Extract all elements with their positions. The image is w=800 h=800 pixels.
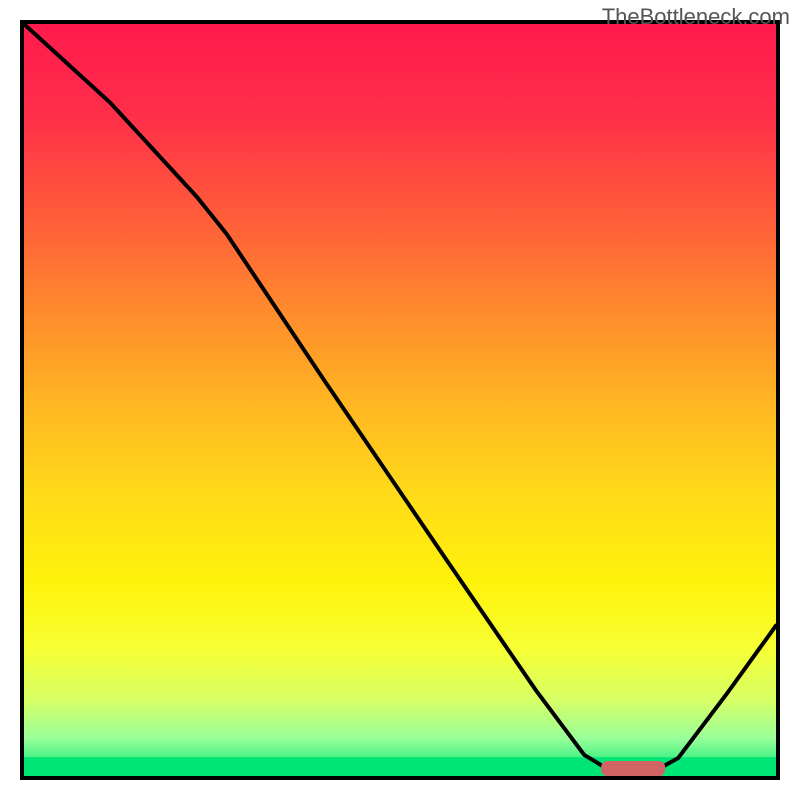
plot-background [24, 24, 776, 776]
bottleneck-chart: TheBottleneck.com [0, 0, 800, 800]
chart-svg [0, 0, 800, 800]
watermark-text: TheBottleneck.com [602, 4, 790, 30]
optimal-marker [601, 761, 665, 776]
